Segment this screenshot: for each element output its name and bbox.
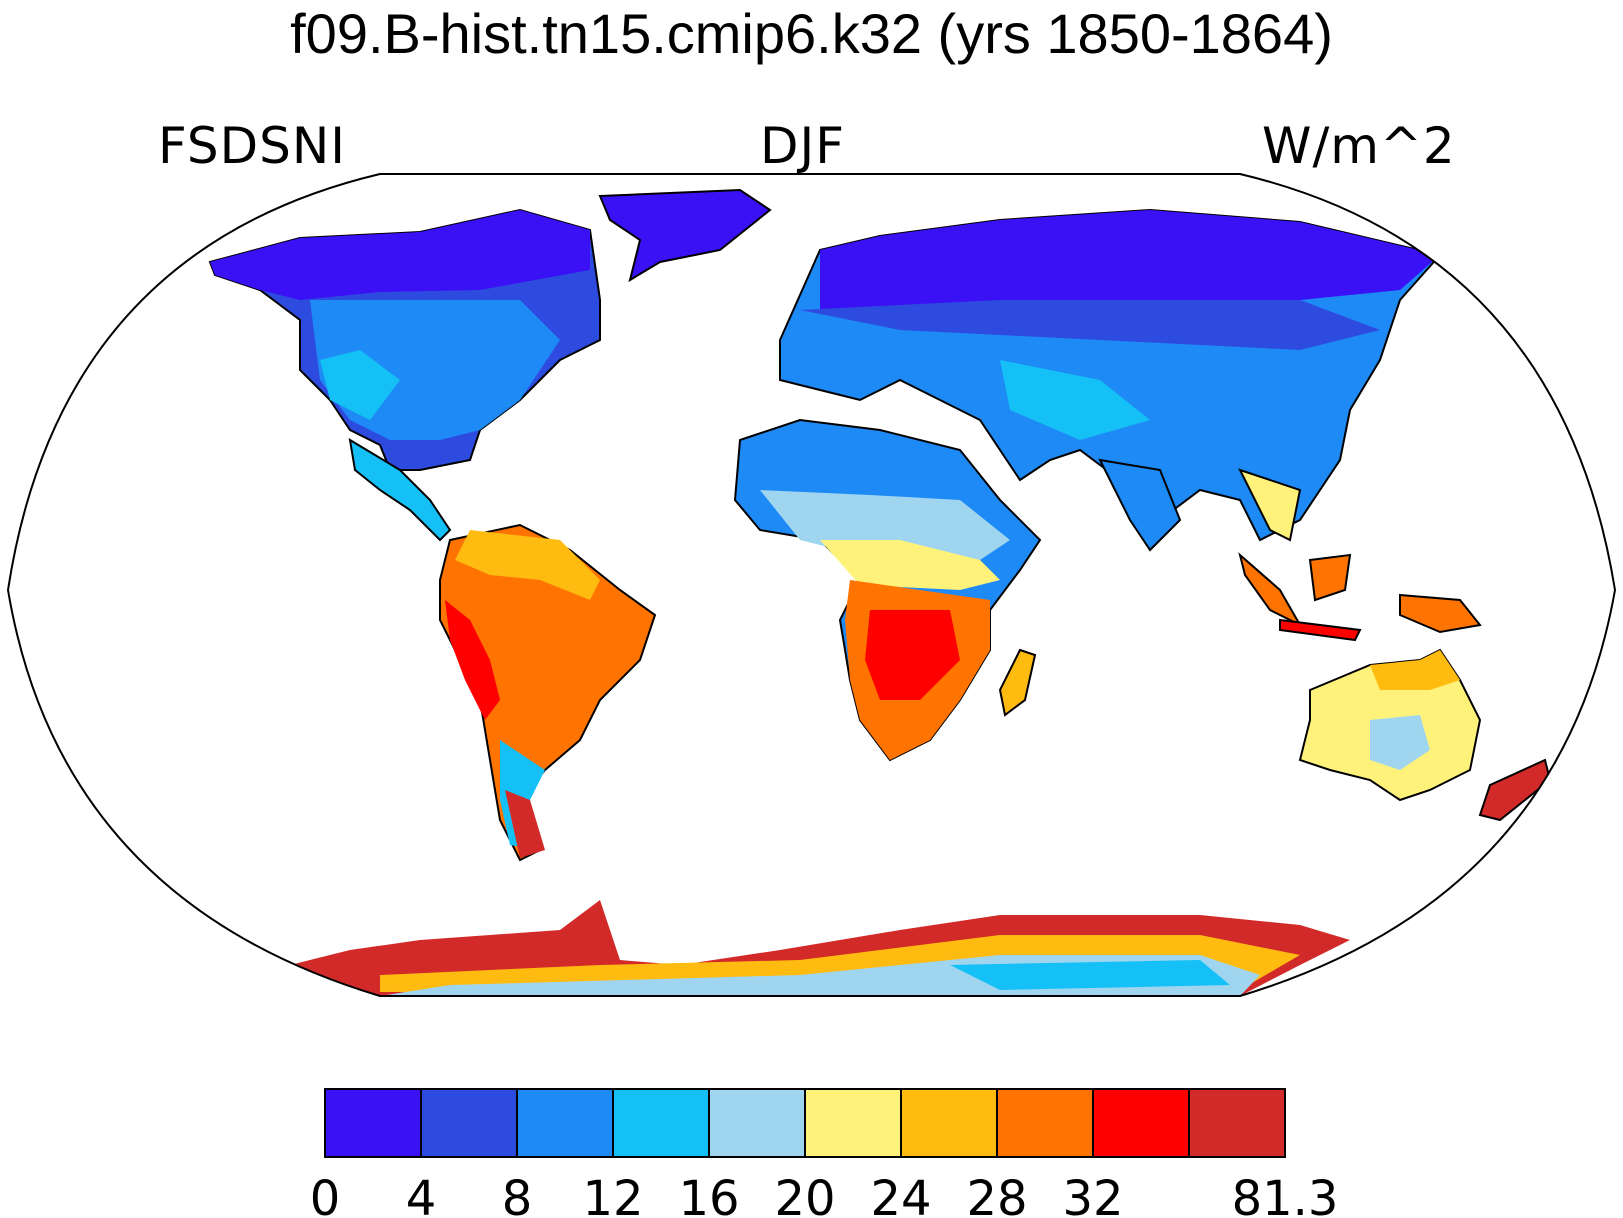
- colorbar-box: [900, 1088, 998, 1158]
- colorbar-box: [996, 1088, 1094, 1158]
- eurasia-mid: [800, 300, 1380, 350]
- colorbar-box: [612, 1088, 710, 1158]
- antarctica-blue: [950, 960, 1230, 990]
- australia-inner: [1370, 715, 1430, 770]
- colorbar-box: [1092, 1088, 1190, 1158]
- borneo: [1308, 553, 1352, 602]
- colorbar-label: 28: [966, 1171, 1027, 1218]
- colorbar-label: 32: [1062, 1171, 1123, 1218]
- colorbar-box: [324, 1088, 422, 1158]
- patagonia: [505, 790, 545, 858]
- australia-rim: [1370, 650, 1460, 690]
- se-asia: [1238, 468, 1302, 542]
- colorbar-box: [708, 1088, 806, 1158]
- colorbar-label: 81.3: [1232, 1171, 1339, 1218]
- africa-red: [865, 610, 960, 700]
- madagascar: [998, 648, 1037, 717]
- asia-light: [1000, 360, 1150, 440]
- south-america-west-red: [445, 600, 500, 720]
- land-fields: [208, 188, 1552, 996]
- colorbar-label: 8: [502, 1171, 533, 1218]
- north-america-band-light: [320, 350, 400, 420]
- colorbar-box: [804, 1088, 902, 1158]
- colorbar-label: 4: [406, 1171, 437, 1218]
- sumatra: [1238, 552, 1303, 628]
- variable-label: FSDSNI: [158, 117, 347, 175]
- colorbar-label: 0: [310, 1171, 341, 1218]
- colorbar-label: 24: [870, 1171, 931, 1218]
- globe-outline: [6, 173, 1617, 997]
- new-guinea: [1399, 593, 1482, 634]
- south-america-north: [455, 530, 600, 600]
- new-zealand: [1478, 758, 1552, 822]
- india: [1098, 458, 1182, 552]
- colorbar-label: 20: [774, 1171, 835, 1218]
- colorbar-box: [1188, 1088, 1286, 1158]
- north-america-top: [210, 210, 590, 300]
- units-label: W/m^2: [1262, 117, 1456, 175]
- colorbar-box: [516, 1088, 614, 1158]
- map-title: f09.B-hist.tn15.cmip6.k32 (yrs 1850-1864…: [290, 2, 1333, 65]
- colorbar-label: 12: [582, 1171, 643, 1218]
- africa-yellow: [820, 540, 1000, 590]
- central-america: [348, 438, 452, 542]
- greenland: [598, 188, 772, 283]
- season-label: DJF: [760, 117, 846, 175]
- eurasia-north: [820, 210, 1440, 320]
- colorbar-label: 16: [678, 1171, 739, 1218]
- java: [1279, 618, 1362, 642]
- colorbar-box: [420, 1088, 518, 1158]
